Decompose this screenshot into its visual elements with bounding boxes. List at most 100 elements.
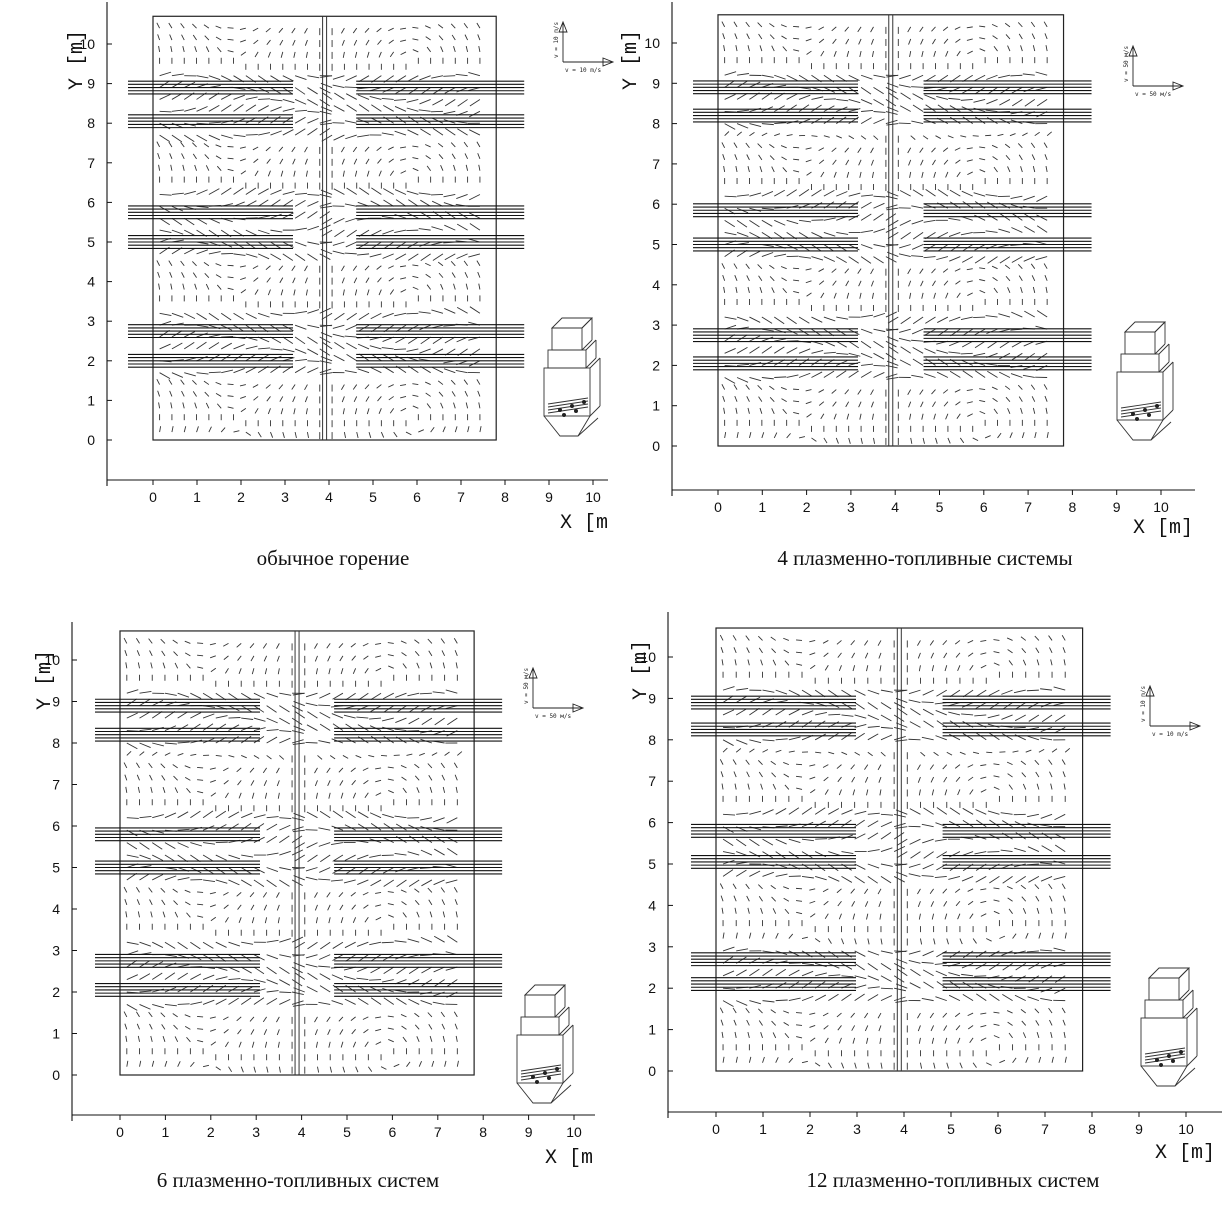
velocity-vector (265, 27, 271, 33)
velocity-vector (319, 119, 332, 124)
velocity-vector (993, 639, 1000, 641)
velocity-vector (943, 1025, 948, 1031)
velocity-vector (270, 431, 274, 438)
velocity-vector (854, 819, 865, 828)
velocity-vector (215, 36, 222, 41)
velocity-vector (837, 1025, 842, 1031)
velocity-vector (307, 211, 318, 219)
velocity-vector (772, 783, 777, 790)
velocity-vector (989, 993, 1000, 1001)
velocity-vector (943, 776, 948, 783)
velocity-vector (931, 26, 936, 32)
velocity-vector (432, 128, 444, 136)
velocity-vector (1007, 287, 1011, 294)
velocity-vector (761, 207, 774, 210)
velocity-vector (270, 189, 282, 195)
velocity-vector (980, 652, 987, 655)
velocity-vector (805, 389, 812, 392)
velocity-vector (258, 229, 270, 235)
velocity-vector (809, 1012, 816, 1015)
velocity-vector (746, 154, 750, 161)
velocity-vector (997, 432, 1002, 439)
velocity-vector (1005, 34, 1011, 40)
velocity-vector (944, 913, 948, 920)
velocity-vector (440, 402, 444, 409)
velocity-vector (780, 386, 787, 390)
velocity-vector (1011, 99, 1023, 107)
velocity-vector (332, 324, 345, 329)
velocity-vector (1012, 750, 1019, 753)
velocity-vector (937, 104, 949, 112)
velocity-vector (282, 107, 295, 112)
velocity-vector (861, 194, 874, 197)
velocity-vector (762, 809, 774, 815)
velocity-vector (774, 74, 786, 80)
velocity-vector (724, 431, 727, 439)
velocity-vector (832, 159, 837, 165)
velocity-vector (760, 659, 763, 666)
velocity-vector (333, 354, 345, 362)
x-tick-label: 5 (947, 1121, 955, 1137)
velocity-vector (871, 50, 874, 58)
velocity-vector (424, 25, 431, 29)
velocity-vector (1026, 950, 1039, 953)
velocity-vector (368, 431, 372, 438)
velocity-vector (722, 851, 735, 855)
velocity-vector (305, 408, 308, 415)
velocity-vector (1053, 686, 1066, 691)
velocity-vector (908, 863, 921, 868)
velocity-vector (864, 764, 869, 770)
velocity-vector (319, 360, 332, 364)
y-tick-label: 0 (652, 438, 660, 454)
velocity-vector (973, 316, 986, 319)
velocity-vector (922, 437, 925, 444)
velocity-vector (240, 158, 246, 162)
velocity-vector (1022, 907, 1027, 914)
caption-panel-4: 12 плазменно-топливных систем (806, 1168, 1100, 1192)
velocity-vector (291, 265, 296, 271)
y-tick-label: 8 (87, 115, 95, 131)
x-tick-label: 0 (714, 499, 722, 515)
velocity-vector (233, 134, 246, 137)
velocity-vector (400, 39, 407, 42)
velocity-vector (1031, 33, 1036, 40)
velocity-vector (215, 263, 222, 267)
velocity-vector (455, 370, 468, 374)
velocity-vector (442, 426, 446, 433)
x-tick-label: 6 (980, 499, 988, 515)
velocity-vector (805, 159, 812, 163)
velocity-vector (749, 696, 761, 703)
velocity-vector (966, 26, 973, 29)
velocity-vector (282, 348, 295, 353)
velocity-vector (930, 901, 935, 907)
velocity-vector (873, 256, 884, 264)
velocity-vector (844, 26, 850, 32)
velocity-vector (723, 286, 726, 293)
y-tick-label: 0 (87, 432, 95, 448)
velocity-vector (820, 413, 825, 420)
velocity-vector (920, 401, 924, 408)
velocity-vector (762, 838, 774, 846)
velocity-vector (841, 732, 852, 741)
velocity-vector (757, 884, 763, 890)
velocity-vector (1015, 962, 1026, 971)
velocity-vector (1004, 264, 1011, 270)
velocity-vector (319, 368, 332, 374)
velocity-vector (917, 652, 921, 659)
velocity-vector (877, 888, 882, 895)
velocity-vector (912, 346, 924, 354)
velocity-vector (786, 104, 797, 112)
velocity-vector (746, 771, 750, 778)
velocity-vector (993, 910, 1000, 915)
velocity-vector (848, 192, 861, 197)
velocity-vector (749, 432, 752, 439)
velocity-vector (886, 74, 899, 78)
velocity-vector (851, 901, 856, 907)
velocity-vector (1046, 131, 1053, 137)
scale-label-horizontal: v = 50 м/s (1135, 91, 1172, 98)
velocity-vector (871, 413, 874, 420)
velocity-vector (1023, 86, 1035, 93)
velocity-vector (377, 396, 382, 402)
velocity-vector (907, 147, 912, 154)
velocity-vector (437, 380, 444, 385)
